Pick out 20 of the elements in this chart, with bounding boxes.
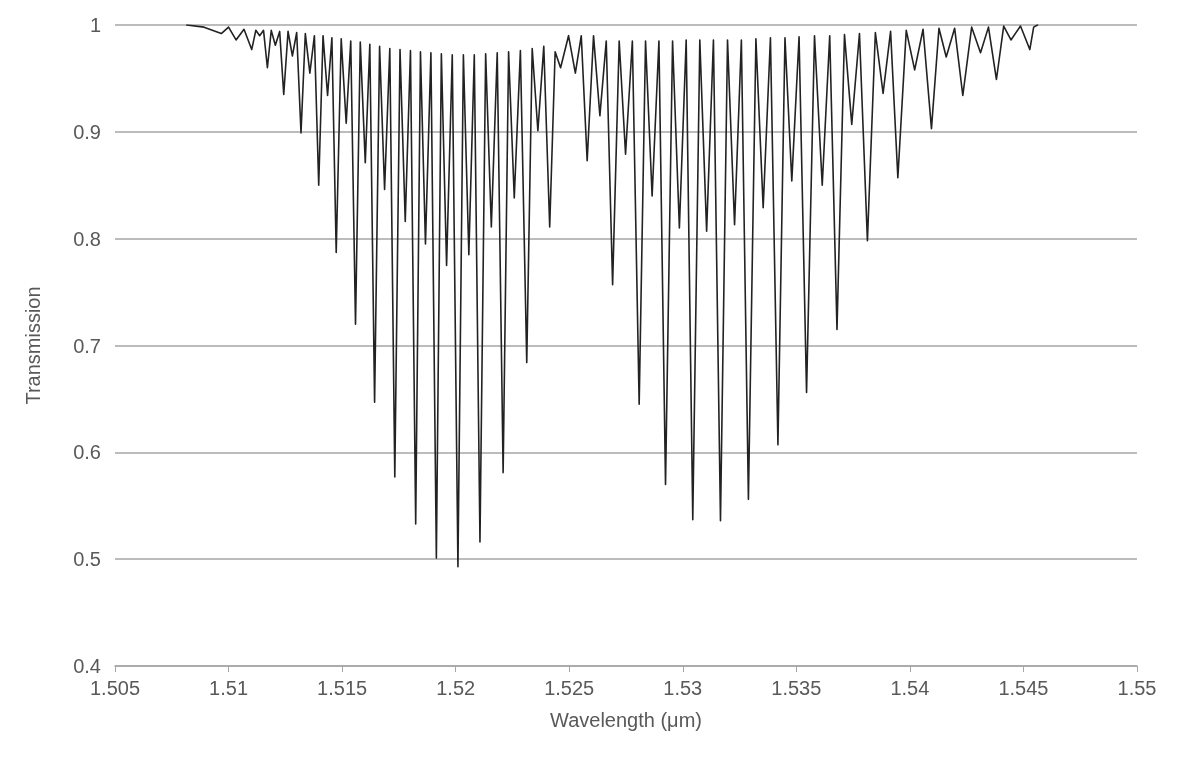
x-tick-label: 1.535 (771, 677, 822, 699)
y-tick-label: 0.5 (73, 548, 101, 571)
y-tick-label: 0.9 (73, 120, 101, 143)
x-tick-label: 1.54 (890, 677, 930, 699)
x-tick-label: 1.515 (317, 677, 368, 699)
x-tick-label: 1.52 (436, 677, 476, 699)
y-tick-label: 0.7 (73, 334, 101, 357)
y-tick-label: 0.8 (73, 227, 101, 250)
x-axis-title: Wavelength (μm) (550, 709, 702, 731)
line-series (185, 24, 1039, 568)
x-tick-label: 1.505 (89, 677, 141, 699)
y-tick-label: 0.4 (73, 655, 101, 677)
x-tick-label: 1.525 (544, 677, 595, 699)
x-tick-label: 1.53 (663, 677, 703, 699)
x-tick-label: 1.545 (998, 677, 1049, 699)
x-tick-label: 1.51 (209, 677, 249, 699)
x-tick-label: 1.55 (1117, 677, 1157, 699)
y-tick-label: 1 (89, 14, 101, 36)
y-tick-label: 0.6 (73, 441, 101, 464)
y-axis-title: Transmission (22, 286, 44, 405)
